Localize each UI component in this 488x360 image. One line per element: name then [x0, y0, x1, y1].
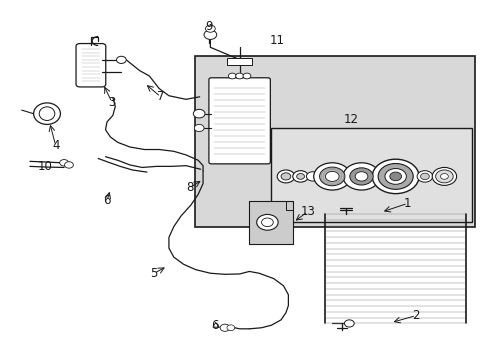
FancyBboxPatch shape	[208, 78, 270, 164]
Ellipse shape	[34, 103, 61, 125]
Circle shape	[416, 171, 432, 182]
Text: 3: 3	[108, 96, 115, 109]
Circle shape	[354, 172, 367, 181]
Circle shape	[277, 170, 294, 183]
Circle shape	[194, 125, 203, 132]
Circle shape	[205, 25, 215, 32]
Circle shape	[256, 215, 278, 230]
Circle shape	[384, 168, 406, 184]
Circle shape	[220, 324, 229, 331]
Circle shape	[292, 171, 308, 182]
Circle shape	[342, 163, 379, 190]
Circle shape	[420, 173, 428, 180]
Bar	[271, 128, 471, 222]
Text: 6: 6	[211, 319, 219, 332]
Text: 8: 8	[186, 181, 193, 194]
Circle shape	[344, 320, 353, 327]
Text: 10: 10	[38, 160, 53, 173]
Circle shape	[243, 73, 250, 79]
Bar	[249, 201, 293, 244]
Circle shape	[116, 56, 126, 63]
Circle shape	[261, 218, 273, 226]
Text: 7: 7	[157, 90, 164, 103]
Circle shape	[389, 172, 401, 181]
Ellipse shape	[39, 107, 55, 121]
Circle shape	[226, 325, 234, 330]
Circle shape	[235, 73, 243, 79]
Bar	[194, 56, 474, 226]
Circle shape	[377, 163, 412, 189]
Circle shape	[431, 167, 456, 185]
Circle shape	[203, 30, 216, 40]
Text: 9: 9	[205, 21, 213, 33]
Text: 5: 5	[150, 267, 158, 280]
Circle shape	[193, 109, 204, 118]
Text: 6: 6	[103, 194, 110, 207]
Circle shape	[371, 159, 418, 194]
Circle shape	[319, 167, 344, 186]
Text: 2: 2	[411, 309, 419, 322]
Circle shape	[228, 73, 236, 79]
Circle shape	[349, 168, 372, 185]
Text: 12: 12	[343, 113, 358, 126]
Text: 13: 13	[300, 205, 315, 218]
Circle shape	[64, 162, 73, 168]
Text: 1: 1	[403, 197, 411, 210]
FancyBboxPatch shape	[76, 44, 105, 87]
Circle shape	[306, 172, 319, 181]
Circle shape	[440, 174, 447, 179]
Text: 4: 4	[52, 139, 60, 152]
Text: 11: 11	[269, 34, 285, 48]
Circle shape	[296, 174, 304, 179]
Circle shape	[435, 170, 452, 183]
Circle shape	[281, 173, 290, 180]
Circle shape	[313, 163, 350, 190]
Circle shape	[60, 159, 68, 166]
Circle shape	[325, 171, 338, 181]
Bar	[227, 58, 251, 65]
